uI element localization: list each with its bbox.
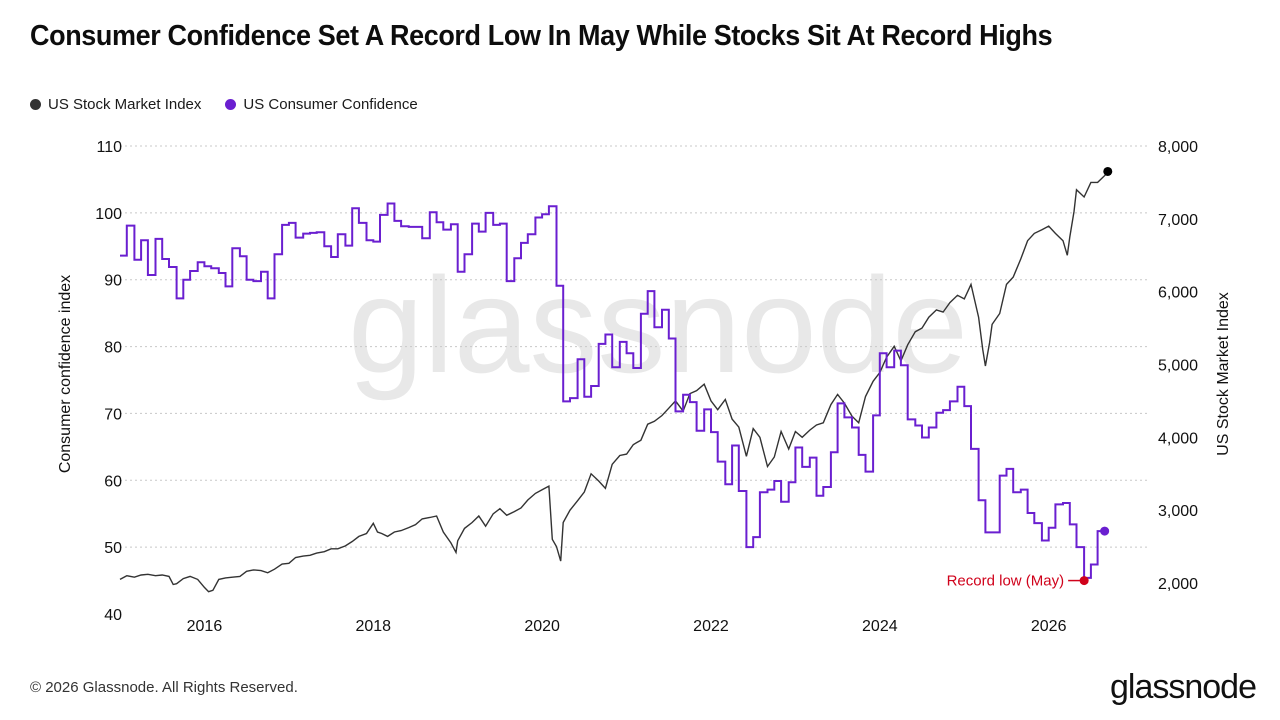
consumer-confidence-line — [120, 202, 1105, 579]
left-tick-label: 100 — [95, 206, 122, 223]
right-axis-ticks: 2,000 3,000 4,000 5,000 6,000 7,000 8,000 — [1158, 139, 1198, 593]
legend-item-confidence: US Consumer Confidence — [225, 96, 418, 113]
right-tick-label: 4,000 — [1158, 430, 1198, 447]
x-tick-label: 2020 — [524, 618, 560, 635]
legend-item-stock: US Stock Market Index — [30, 96, 201, 113]
watermark-text: glassnode — [348, 249, 968, 401]
left-tick-label: 110 — [96, 139, 122, 156]
confidence-end-marker — [1100, 526, 1110, 536]
right-tick-label: 5,000 — [1158, 358, 1198, 375]
right-tick-label: 6,000 — [1158, 285, 1198, 302]
stock-end-marker — [1103, 166, 1113, 176]
legend-label-confidence: US Consumer Confidence — [243, 96, 418, 113]
annotation-group: Record low (May) — [947, 573, 1089, 590]
gridlines — [120, 145, 1150, 548]
legend-label-stock: US Stock Market Index — [48, 96, 202, 113]
stock-index-line — [119, 171, 1109, 593]
right-tick-label: 3,000 — [1158, 503, 1198, 520]
copyright-footer: © 2026 Glassnode. All Rights Reserved. — [30, 679, 298, 696]
left-tick-label: 40 — [104, 607, 122, 624]
x-tick-label: 2022 — [693, 618, 729, 635]
x-tick-label: 2018 — [355, 618, 391, 635]
legend-marker-stock — [30, 99, 41, 110]
left-tick-label: 90 — [104, 273, 122, 290]
record-low-marker — [1079, 576, 1089, 586]
right-tick-label: 8,000 — [1158, 139, 1198, 156]
x-tick-label: 2024 — [862, 618, 898, 635]
chart-legend: US Stock Market Index US Consumer Confid… — [30, 96, 418, 113]
right-tick-label: 2,000 — [1158, 576, 1198, 593]
x-tick-label: 2016 — [187, 618, 223, 635]
left-tick-label: 70 — [104, 406, 122, 423]
right-axis-label: US Stock Market Index — [1215, 292, 1232, 456]
left-tick-label: 80 — [104, 340, 122, 357]
left-tick-label: 60 — [104, 473, 122, 490]
chart-title: Consumer Confidence Set A Record Low In … — [30, 20, 1053, 52]
right-tick-label: 7,000 — [1158, 212, 1198, 229]
legend-marker-confidence — [225, 99, 237, 110]
x-tick-label: 2026 — [1031, 618, 1067, 635]
x-axis-ticks: 2016 2018 2020 2022 2024 2026 — [187, 618, 1067, 635]
series-group — [119, 166, 1113, 593]
annotation-text: Record low (May) — [947, 573, 1065, 590]
left-tick-label: 50 — [104, 540, 122, 557]
brand-logo: glassnode — [1109, 668, 1257, 706]
left-axis-ticks: 40 50 60 70 80 90 100 110 — [95, 139, 122, 624]
left-axis-label: Consumer confidence index — [57, 275, 74, 473]
